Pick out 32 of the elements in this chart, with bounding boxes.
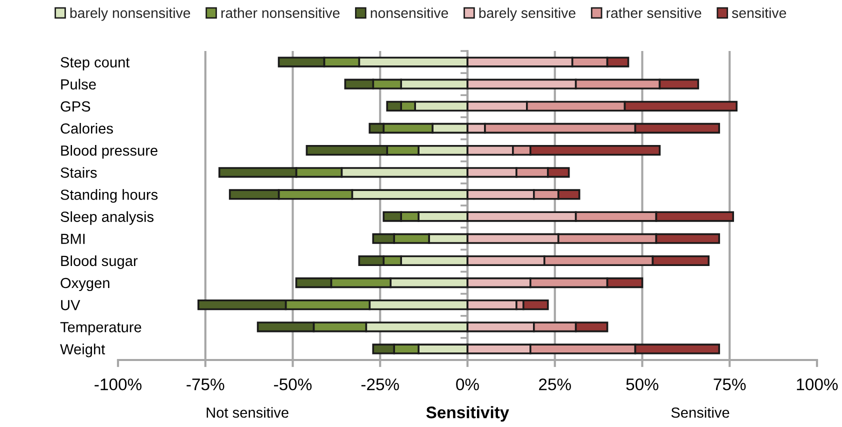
y-tick-label: Stairs — [60, 167, 97, 178]
legend-label: rather nonsensitive — [221, 8, 340, 18]
x-tick-label: -75% — [186, 378, 224, 390]
y-tick-label: Step count — [60, 57, 130, 70]
y-tick-label: Blood pressure — [61, 145, 158, 159]
y-tick-label: Standing hours — [60, 189, 158, 203]
x-tick-label: -25% — [361, 378, 399, 390]
legend-label: sensitive — [732, 8, 786, 18]
y-tick-label: Sleep analysis — [60, 211, 154, 225]
y-tick-label: GPS — [60, 101, 90, 112]
y-tick-label: Pulse — [61, 78, 96, 90]
x-tick-label: -50% — [274, 378, 312, 390]
y-tick-label: BMI — [61, 234, 85, 244]
x-tick-label: 25% — [539, 378, 571, 390]
x-tick-label: -100% — [94, 378, 142, 390]
legend-label: rather sensitive — [606, 8, 702, 18]
x-tick-label: 100% — [796, 378, 838, 390]
y-tick-label: Oxygen — [60, 278, 110, 292]
y-tick-label: Temperature — [60, 322, 142, 336]
legend-label: nonsensitive — [370, 8, 448, 18]
legend-label: barely nonsensitive — [70, 8, 190, 21]
x-axis-title: Sensitivity — [426, 406, 510, 422]
legend-label: barely sensitive — [479, 8, 576, 21]
text: Not sensitive — [206, 407, 288, 418]
text: Sensitive — [671, 407, 730, 418]
x-tick-label: 50% — [626, 378, 658, 390]
x-tick-label: 0% — [456, 378, 479, 390]
y-tick-label: Calories — [60, 122, 113, 134]
y-tick-label: Blood sugar — [61, 255, 138, 269]
y-tick-label: UV — [61, 300, 80, 310]
x-tick-label: 75% — [714, 378, 746, 390]
y-tick-label: Weight — [60, 344, 106, 358]
